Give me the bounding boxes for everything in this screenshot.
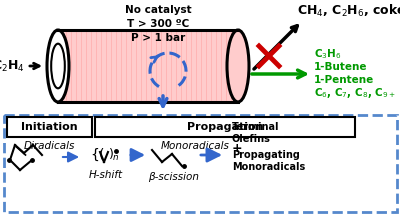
Text: Terminal
Olefins: Terminal Olefins <box>232 122 280 144</box>
Ellipse shape <box>47 30 69 102</box>
Text: CH$_4$, C$_2$H$_6$, coke: CH$_4$, C$_2$H$_6$, coke <box>297 3 400 19</box>
Bar <box>7 117 92 137</box>
Text: Diradicals: Diradicals <box>24 141 75 151</box>
Ellipse shape <box>51 44 65 88</box>
Text: $)_n$: $)_n$ <box>108 147 120 163</box>
Text: β-scission: β-scission <box>148 172 200 182</box>
Text: C$_6$, C$_7$, C$_8$, C$_{9+}$: C$_6$, C$_7$, C$_8$, C$_{9+}$ <box>314 86 396 100</box>
Text: C$_2$H$_4$: C$_2$H$_4$ <box>0 58 25 74</box>
Text: 1-Butene: 1-Butene <box>314 62 368 72</box>
Bar <box>58 30 238 102</box>
Ellipse shape <box>227 30 249 102</box>
Text: No catalyst
T > 300 ºC
P > 1 bar: No catalyst T > 300 ºC P > 1 bar <box>125 5 191 43</box>
Text: Propagation: Propagation <box>187 122 263 132</box>
Text: $\{($: $\{($ <box>90 147 105 163</box>
Text: Propagating
Monoradicals: Propagating Monoradicals <box>232 150 305 172</box>
Text: Initiation: Initiation <box>21 122 78 132</box>
Text: C$_3$H$_6$: C$_3$H$_6$ <box>314 47 342 61</box>
FancyBboxPatch shape <box>4 115 397 212</box>
Text: Monoradicals: Monoradicals <box>160 141 230 151</box>
Bar <box>95 117 355 137</box>
Text: H-shift: H-shift <box>89 170 123 180</box>
Text: 1-Pentene: 1-Pentene <box>314 75 374 85</box>
Text: +: + <box>232 142 243 155</box>
